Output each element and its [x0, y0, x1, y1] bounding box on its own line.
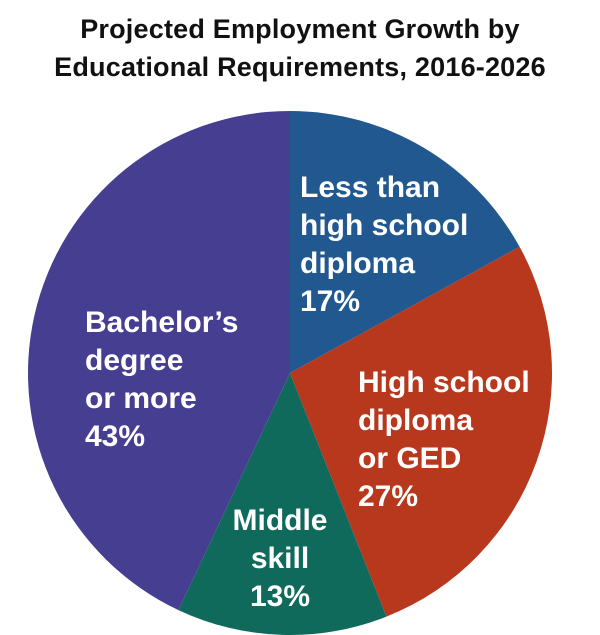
- slice-label-middle-skill: Middle skill 13%: [233, 504, 328, 613]
- slice-label-line: Less than: [300, 171, 440, 204]
- slice-label-line: 43%: [85, 420, 145, 453]
- slice-label-bachelors-or-more: Bachelor’s degree or more 43%: [85, 306, 238, 453]
- slice-label-line: diploma: [358, 404, 473, 437]
- slice-label-line: 13%: [250, 580, 310, 613]
- slice-label-line: 17%: [300, 285, 360, 318]
- slice-label-line: Middle: [233, 504, 328, 537]
- slice-label-high-school-or-ged: High school diploma or GED 27%: [358, 366, 530, 513]
- slice-label-line: high school: [300, 209, 468, 242]
- pie-slices: [27, 111, 552, 635]
- pie-labels: Less than high school diploma 17% High schoo…: [85, 171, 530, 613]
- pie-slice-high-school-or-ged: [290, 246, 552, 617]
- chart-title-line-1: Projected Employment Growth by: [80, 14, 520, 44]
- pie-slice-middle-skill: [178, 373, 387, 635]
- slice-label-line: diploma: [300, 247, 415, 280]
- chart-title: Projected Employment Growth by Education…: [0, 10, 600, 86]
- pie-slice-less-than-high-school: [290, 111, 520, 373]
- slice-label-line: or more: [85, 382, 197, 415]
- slice-label-less-than-high-school: Less than high school diploma 17%: [300, 171, 468, 318]
- pie-slice-bachelors-or-more: [27, 111, 291, 611]
- slice-label-line: or GED: [358, 442, 461, 475]
- chart-title-line-2: Educational Requirements, 2016-2026: [54, 52, 546, 82]
- slice-label-line: High school: [358, 366, 530, 399]
- slice-label-line: 27%: [358, 480, 418, 513]
- slice-label-line: skill: [251, 542, 309, 575]
- slice-label-line: degree: [85, 344, 183, 377]
- slice-label-line: Bachelor’s: [85, 306, 238, 339]
